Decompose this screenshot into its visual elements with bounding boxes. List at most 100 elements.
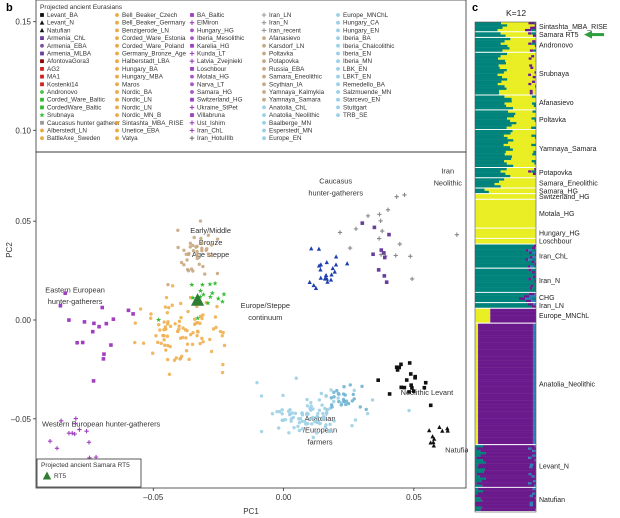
legend-marker-hungary-en	[336, 28, 340, 33]
point-anatolian-european-farmers	[293, 411, 298, 416]
admix-segment-chg	[531, 297, 536, 301]
point-early-middle-bronze-age-steppe	[210, 253, 214, 258]
admix-segment-yamnaya-samara	[532, 153, 536, 156]
admix-segment-srubnaya	[532, 64, 536, 67]
y-tick-label: 0.05	[15, 217, 31, 226]
point-eastern-european-hunter-gatherers	[63, 291, 67, 296]
admix-segment-andronovo	[475, 40, 505, 43]
legend-marker-ukraine-stpet	[189, 105, 195, 110]
admix-segment-motala-hg	[475, 202, 536, 205]
point-europe-steppe-continuum	[168, 344, 172, 349]
point-europe-steppe-continuum	[211, 327, 216, 331]
k-title: K=12	[506, 8, 526, 18]
admix-segment-anatolia-neolithic	[478, 349, 533, 352]
admix-segment-anatolia-neolithic	[532, 365, 536, 368]
admix-segment-poltavka	[534, 119, 536, 123]
point-europe-steppe-continuum	[192, 317, 197, 321]
admix-segment-poltavka	[475, 112, 516, 116]
admix-segment-srubnaya	[507, 78, 536, 81]
admix-segment-europe-mnchl	[490, 318, 536, 321]
admix-segment-anatolia-neolithic	[475, 367, 479, 371]
legend-marker-iran-recent	[261, 28, 267, 33]
admix-segment-yamnaya-samara	[475, 157, 512, 161]
admix-segment-anatolia-neolithic	[532, 397, 536, 401]
group-label-afanasievo: Afanasievo	[539, 100, 574, 107]
admix-segment-yamnaya-samara	[508, 141, 536, 145]
admix-segment-iran-chl	[535, 251, 536, 254]
point-armenia	[379, 248, 384, 252]
admix-segment-sintashta-mba-rise	[525, 28, 532, 32]
admix-segment-srubnaya	[534, 55, 536, 58]
admix-segment-natufian	[532, 494, 536, 498]
admix-segment-anatolia-neolithic	[532, 367, 536, 371]
point-western-european-hunter-gatherers	[47, 439, 53, 444]
legend-label-ag2: AG2	[47, 66, 60, 73]
admix-segment-iran-chl	[531, 249, 536, 252]
admix-segment-anatolia-neolithic	[478, 353, 533, 357]
admix-segment-andronovo	[475, 44, 508, 48]
point-early-middle-bronze-age-steppe	[204, 248, 208, 252]
admix-segment-levant-n	[475, 452, 486, 455]
point-eastern-european-hunter-gatherers	[90, 329, 95, 334]
admix-segment-natufian	[475, 490, 483, 493]
legend-marker-sintashta-mba-rise	[115, 120, 119, 125]
point-anatolian-european-farmers	[324, 423, 328, 427]
admix-segment-srubnaya	[532, 92, 536, 95]
admix-segment-iran-n	[534, 280, 536, 283]
legend-marker-hungary-ba	[115, 67, 119, 71]
admix-segment-anatolia-neolithic	[478, 388, 533, 392]
point-andronovo-srubnaya	[156, 317, 162, 322]
point-early-middle-bronze-age-steppe	[182, 263, 186, 267]
admix-segment-anatolia-neolithic	[475, 400, 479, 403]
legend-marker-esperstedt-mn	[262, 128, 266, 133]
admix-segment-chg	[475, 297, 519, 301]
admix-segment-samara-hg	[475, 188, 485, 192]
admix-segment-anatolia-neolithic	[532, 395, 536, 398]
admix-segment-anatolia-neolithic	[475, 407, 479, 410]
point-armenia	[360, 221, 365, 225]
admix-segment-levant-n	[478, 463, 531, 467]
admix-segment-andronovo	[475, 47, 510, 50]
admix-segment-andronovo	[475, 49, 503, 53]
group-label-samara-eneolithic: Samara_Eneolithic	[539, 180, 598, 187]
admix-segment-levant-n	[532, 454, 536, 457]
legend-marker-ust-ishim	[189, 120, 195, 126]
admix-segment-iran-n	[475, 277, 529, 281]
legend-marker-kunda-lt	[189, 51, 195, 56]
admix-segment-sintashta-mba-rise	[475, 26, 503, 30]
admix-segment-anatolia-neolithic	[478, 381, 533, 385]
annotation-europe-steppe: Europe/Steppe	[241, 301, 290, 310]
point-anatolian-european-farmers	[280, 408, 284, 412]
point-early-middle-bronze-age-steppe	[206, 252, 211, 256]
legend-label-esperstedt-mn: Esperstedt_MN	[269, 128, 313, 135]
point-europe-steppe-continuum	[154, 334, 158, 338]
admix-segment-anatolia-neolithic	[478, 325, 533, 329]
point-anatolian-european-farmers	[309, 404, 313, 408]
point-europe-steppe-continuum	[222, 343, 227, 348]
legend-label-iran-hotuiiib: Iran_HotuIIIb	[197, 135, 234, 142]
legend-label-levant-ba: Levant_BA	[47, 12, 79, 19]
point-armenia	[387, 232, 391, 237]
point-anatolian-european-farmers	[281, 393, 285, 398]
point-neolithic-levant	[376, 378, 380, 382]
admix-segment-anatolia-neolithic	[532, 358, 536, 361]
inset-title: Projected ancient Samara RT5	[41, 462, 130, 469]
point-natufians	[431, 439, 436, 445]
admix-segment-iran-chl	[531, 258, 536, 261]
point-anatolian-european-farmers	[292, 425, 296, 430]
legend-marker-scythian-ia	[262, 82, 266, 87]
group-label-poltavka: Poltavka	[539, 117, 566, 124]
admix-segment-samara-rt5	[500, 32, 529, 35]
legend-label-scythian-ia: Scythian_IA	[269, 81, 303, 88]
point-anatolian-european-farmers	[311, 415, 315, 420]
point-eastern-european-hunter-gatherers	[80, 340, 85, 345]
admix-segment-yamnaya-samara	[475, 162, 507, 165]
point-early-middle-bronze-age-steppe	[206, 233, 211, 237]
admix-segment-samara-rt5	[531, 32, 536, 35]
admix-segment-srubnaya	[497, 82, 529, 86]
legend-marker-samara-eneolithic	[262, 74, 266, 79]
admix-segment-motala-hg	[475, 218, 536, 221]
point-eastern-european-hunter-gatherers	[91, 379, 96, 383]
admix-segment-iran-chl	[531, 260, 535, 264]
point-caucasus-hunter-gatherers	[316, 246, 322, 251]
